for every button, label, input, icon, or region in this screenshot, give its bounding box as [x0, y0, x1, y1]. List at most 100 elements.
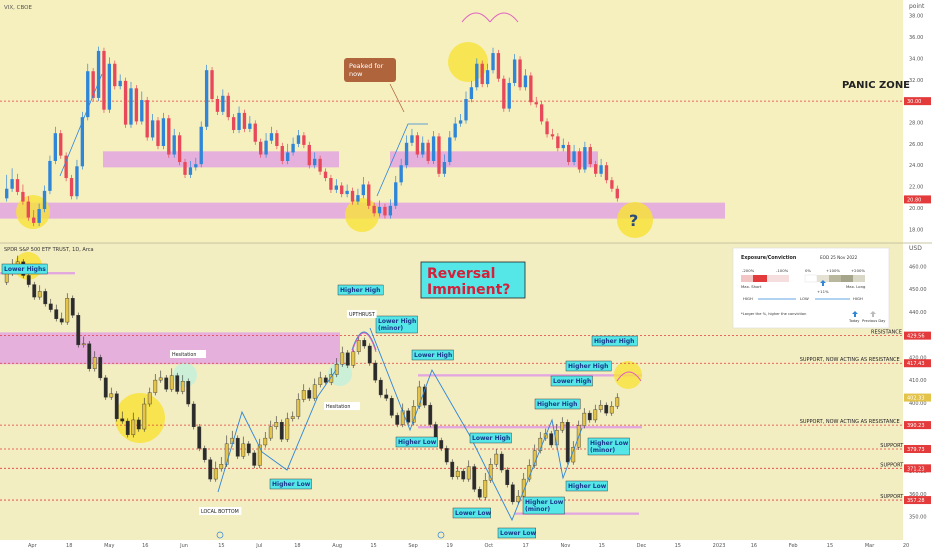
label-higher-low-minor-text: Higher Low — [590, 440, 629, 447]
vix-candle — [32, 217, 36, 223]
spy-candle — [472, 466, 477, 490]
spy-candle — [197, 426, 202, 449]
label-higher-low-3-box — [565, 480, 608, 492]
spy-candle — [521, 478, 526, 497]
vix-candle — [615, 188, 619, 199]
vix-candle — [107, 63, 112, 110]
spy-resistance-zone — [0, 332, 340, 365]
spy-candle — [384, 394, 389, 399]
label-higher-low-minor-2-text: (minor) — [525, 506, 550, 513]
time-tick-label: Mar — [865, 543, 875, 549]
vix-candle — [64, 155, 68, 179]
label-lower-low-box — [452, 507, 491, 519]
spy-candle — [290, 416, 295, 419]
label-local-bottom: LOCAL BOTTOM — [201, 509, 239, 515]
spy-price-axis: 350.00360.00370.00380.00390.00400.00410.… — [904, 264, 931, 521]
spy-candle — [285, 418, 290, 440]
vix-candle — [604, 165, 609, 181]
spy-candle — [175, 375, 180, 392]
label-higher-high-box — [337, 284, 384, 296]
peaked-line-2: now — [349, 70, 363, 78]
spy-candle — [257, 444, 262, 466]
time-tick-label: Jun — [179, 543, 188, 549]
spy-candle — [213, 468, 218, 480]
today-arrow-icon — [820, 280, 826, 286]
spy-price-tag — [904, 421, 931, 430]
spy-candle — [428, 404, 433, 425]
label-lower-highs-text: Lower Highs — [4, 266, 46, 273]
label-higher-high-4-text: Higher High — [537, 401, 577, 408]
vix-candle — [48, 160, 52, 191]
vix-candle — [350, 190, 355, 202]
spy-candle — [598, 404, 603, 410]
label-higher-low-3: Higher Low — [565, 480, 608, 492]
vix-price-tag — [904, 97, 931, 106]
legend-footnote: *Larger the %, higher the conviction — [741, 312, 806, 316]
vix-candle — [140, 100, 144, 122]
label-higher-high-2: Higher High — [591, 335, 638, 347]
label-higher-high-3: Higher High — [565, 360, 612, 372]
spy-band-389 — [418, 426, 642, 429]
vix-peak-arcs — [461, 12, 519, 23]
spy-candle — [43, 291, 48, 305]
vix-tick-label: 36.00 — [909, 35, 923, 41]
vix-candle — [545, 121, 549, 135]
label-lower-high-minor: Lower High(minor) — [375, 315, 418, 334]
vix-candle — [458, 120, 463, 124]
vix-candle — [329, 178, 333, 190]
vix-tick-label: 26.00 — [909, 142, 923, 148]
vix-candle — [307, 144, 311, 166]
spy-candle — [87, 343, 92, 369]
peaked-line-1: Peaked for — [349, 62, 384, 70]
vix-candle — [156, 120, 160, 146]
legend-date: EOD 25 Nov 2022 — [820, 255, 858, 260]
vix-candle — [453, 123, 457, 138]
spy-candle — [450, 461, 455, 478]
spy-candle — [362, 340, 367, 347]
vix-zones — [0, 42, 903, 232]
vix-candle — [334, 185, 338, 190]
vix-candle — [518, 59, 522, 88]
spy-upthrust-arc — [351, 332, 377, 353]
label-upthrust: UPTHRUST — [349, 312, 375, 318]
spy-hesitation-circle-2 — [328, 362, 352, 386]
label-lower-high-minor-box — [375, 315, 418, 334]
vix-candle — [118, 80, 122, 87]
label-higher-low-minor-2-text: Higher Low — [525, 499, 564, 506]
vix-tick-label: 32.00 — [909, 78, 923, 84]
spy-candle — [477, 489, 482, 498]
vix-candle — [496, 53, 501, 79]
event-marker-icon — [216, 531, 224, 539]
spy-candle — [26, 275, 31, 285]
vix-candle — [145, 100, 149, 138]
vix-candle — [480, 63, 484, 85]
spy-target-circle — [614, 361, 642, 389]
vix-candle — [134, 88, 139, 122]
spy-tick-label: 440.00 — [909, 310, 927, 316]
vix-candle — [410, 135, 414, 143]
peaked-arrow — [389, 83, 405, 113]
spy-tick-label: 400.00 — [909, 401, 927, 407]
spy-candle — [604, 404, 609, 414]
spy-candle — [158, 377, 163, 381]
spy-candle — [252, 452, 257, 466]
vix-candle — [86, 71, 90, 118]
legend-title: Exposure/Conviction — [741, 255, 797, 261]
panic-zone-label: PANIC ZONE — [842, 80, 910, 91]
label-lower-low-text: Lower Low — [455, 510, 492, 517]
spy-tick-label: 460.00 — [909, 264, 927, 270]
spy-level-label: SUPPORT — [880, 462, 904, 468]
vix-candle — [475, 63, 479, 88]
label-lower-high-3-box — [550, 375, 593, 387]
exposure-legend: Exposure/Conviction EOD 25 Nov 2022 -200… — [732, 247, 890, 329]
label-hesitation-2-bg — [324, 402, 360, 410]
vix-candle — [150, 120, 155, 138]
vix-candle — [485, 70, 490, 85]
spy-candle — [98, 357, 103, 379]
time-tick-label: Jul — [255, 543, 262, 549]
spy-candle — [444, 448, 449, 463]
spy-candle — [142, 403, 147, 430]
time-tick-label: 15 — [827, 543, 833, 549]
spy-level-label: SUPPORT, NOW ACTING AS RESISTANCE — [800, 357, 900, 363]
